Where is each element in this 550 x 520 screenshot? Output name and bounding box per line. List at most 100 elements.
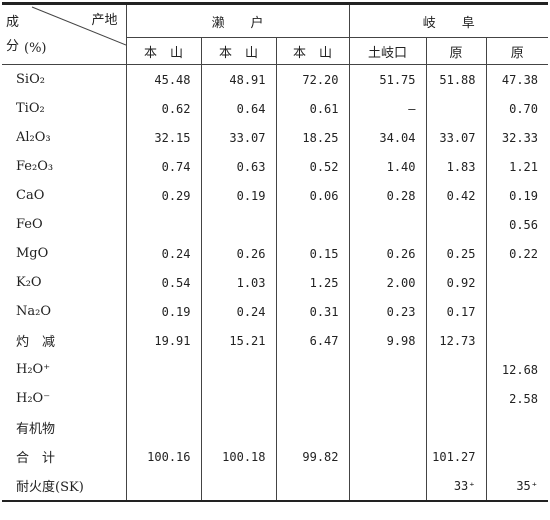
value-cell: 1.03 — [200, 268, 276, 297]
table-row: 灼 减 19.91 15.21 6.47 9.98 12.73 — [2, 326, 549, 355]
empty-cell — [348, 210, 426, 239]
value-cell: 0.17 — [425, 297, 486, 326]
value-cell: 18.25 — [275, 123, 349, 152]
data-table: 产地 成 分 (%) 濑 户 岐 阜 本 山本 山本 山土岐口原原 SiO₂ 45… — [2, 2, 549, 502]
value-cell: 33.07 — [200, 123, 276, 152]
row-label: 成 — [6, 15, 20, 30]
empty-cell — [425, 384, 486, 413]
table-row: 合 计 100.16 100.18 99.82 101.27 — [2, 442, 549, 471]
row-label: 分 — [6, 39, 20, 54]
value-cell: 15.21 — [200, 326, 276, 355]
row-label: 耐火度(SK) — [2, 471, 126, 502]
empty-cell — [275, 210, 349, 239]
table-row: Na₂O 0.19 0.24 0.31 0.23 0.17 — [2, 297, 549, 326]
row-label: H₂O⁺ — [16, 362, 51, 377]
value-cell: 2.00 — [348, 268, 426, 297]
value-cell: 0.26 — [348, 239, 426, 268]
row-label: FeO — [16, 217, 43, 232]
value-cell: 0.42 — [425, 181, 486, 210]
table-row: SiO₂ 45.48 48.91 72.20 51.75 51.88 47.38 — [2, 64, 549, 94]
value-cell: 0.22 — [485, 239, 549, 268]
value-cell: 0.15 — [275, 239, 349, 268]
value-cell: 19.91 — [125, 326, 201, 355]
value-cell: 0.92 — [425, 268, 486, 297]
row-label: H₂O⁻ — [16, 391, 51, 406]
table-row: K₂O 0.54 1.03 1.25 2.00 0.92 — [2, 268, 549, 297]
empty-cell — [200, 355, 276, 384]
value-cell: 6.47 — [275, 326, 349, 355]
empty-cell — [125, 471, 201, 502]
row-label: Fe₂O₃ — [16, 159, 54, 174]
column-header: 原 — [425, 37, 486, 65]
column-header: 本 山 — [275, 37, 349, 65]
table-row: MgO 0.24 0.26 0.15 0.26 0.25 0.22 — [2, 239, 549, 268]
row-label: 有机物 — [16, 422, 56, 437]
empty-cell — [425, 413, 486, 442]
table-row: 耐火度(SK) 33⁺ 35⁺ — [2, 471, 549, 502]
value-cell: 51.88 — [425, 64, 486, 94]
value-cell: 99.82 — [275, 442, 349, 471]
value-cell: 1.21 — [485, 152, 549, 181]
empty-cell — [275, 471, 349, 502]
empty-cell — [275, 355, 349, 384]
empty-cell — [125, 355, 201, 384]
column-header: 本 山 — [200, 37, 276, 65]
value-cell: 34.04 — [348, 123, 426, 152]
empty-cell — [485, 326, 549, 355]
row-label: TiO₂ — [16, 101, 45, 116]
value-cell: 101.27 — [425, 442, 486, 471]
empty-cell — [348, 384, 426, 413]
value-cell: 0.52 — [275, 152, 349, 181]
column-header: 本 山 — [125, 37, 201, 65]
value-cell: 0.74 — [125, 152, 201, 181]
column-header: 原 — [485, 37, 549, 65]
value-cell: 12.68 — [485, 355, 549, 384]
table-body: SiO₂ 45.48 48.91 72.20 51.75 51.88 47.38 TiO₂ 0.… — [2, 64, 549, 502]
empty-cell — [425, 355, 486, 384]
row-label: MgO — [16, 246, 49, 261]
value-cell: 72.20 — [275, 64, 349, 94]
value-cell: 32.33 — [485, 123, 549, 152]
empty-cell — [200, 471, 276, 502]
row-label: CaO — [16, 188, 45, 203]
value-cell: 51.75 — [348, 64, 426, 94]
col-label: 产地 — [91, 13, 118, 28]
empty-cell — [200, 413, 276, 442]
value-cell: 9.98 — [348, 326, 426, 355]
value-cell: 0.19 — [200, 181, 276, 210]
table-row: CaO 0.29 0.19 0.06 0.28 0.42 0.19 — [2, 181, 549, 210]
empty-cell — [200, 384, 276, 413]
value-cell: 0.24 — [200, 297, 276, 326]
empty-cell — [125, 210, 201, 239]
empty-cell — [425, 94, 486, 123]
value-cell: 1.83 — [425, 152, 486, 181]
table-row: 有机物 — [2, 413, 549, 442]
value-cell: 1.25 — [275, 268, 349, 297]
value-cell: — — [348, 94, 426, 123]
value-cell: 45.48 — [125, 64, 201, 94]
value-cell: 35⁺ — [485, 471, 549, 502]
row-label: (%) — [24, 41, 47, 56]
value-cell: 0.62 — [125, 94, 201, 123]
empty-cell — [348, 471, 426, 502]
value-cell: 0.19 — [485, 181, 549, 210]
empty-cell — [485, 413, 549, 442]
value-cell: 0.25 — [425, 239, 486, 268]
value-cell: 0.29 — [125, 181, 201, 210]
value-cell: 0.61 — [275, 94, 349, 123]
empty-cell — [348, 355, 426, 384]
row-label: Na₂O — [16, 304, 51, 319]
table-row: Al₂O₃ 32.15 33.07 18.25 34.04 33.07 32.33 — [2, 123, 549, 152]
header-row: 产地 成 分 (%) 濑 户 岐 阜 — [2, 2, 549, 65]
value-cell: 33⁺ — [425, 471, 486, 502]
table-row: H₂O⁻ 2.58 — [2, 384, 549, 413]
value-cell: 0.23 — [348, 297, 426, 326]
value-cell: 0.31 — [275, 297, 349, 326]
table-row: H₂O⁺ 12.68 — [2, 355, 549, 384]
empty-cell — [348, 413, 426, 442]
empty-cell — [200, 210, 276, 239]
row-label: SiO₂ — [16, 72, 45, 87]
empty-cell — [348, 442, 426, 471]
row-label: 合 计 — [16, 451, 56, 466]
